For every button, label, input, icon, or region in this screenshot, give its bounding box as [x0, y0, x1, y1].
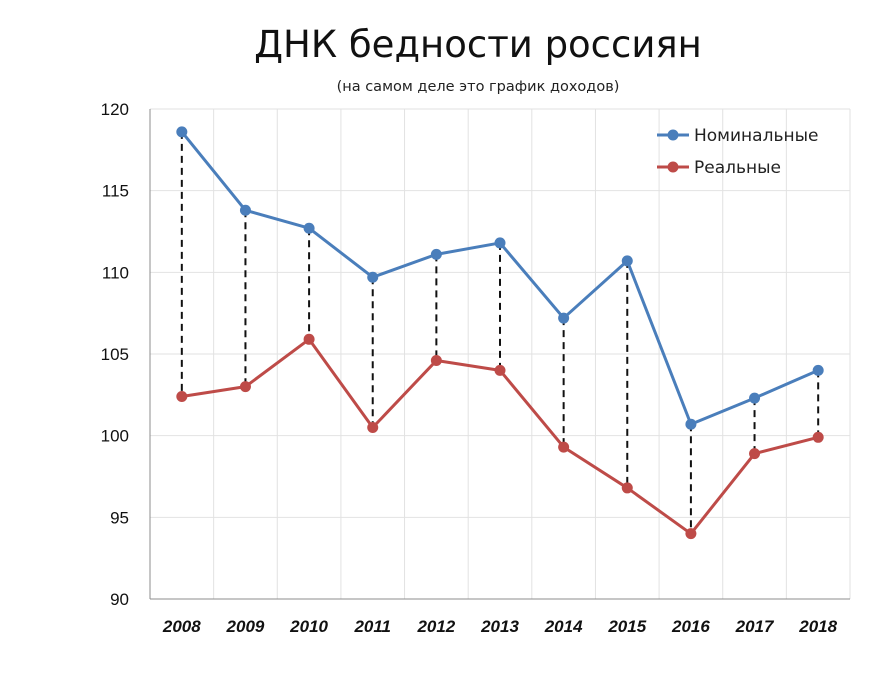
data-point-nominal — [430, 248, 442, 260]
x-tick-label: 2018 — [798, 617, 837, 636]
legend-label-real: Реальные — [694, 158, 781, 178]
data-point-real — [430, 355, 442, 367]
chart-subtitle: (на самом деле это график доходов) — [337, 79, 620, 95]
axes — [149, 109, 850, 600]
data-point-real — [621, 482, 633, 494]
data-point-real — [239, 381, 251, 393]
x-tick-label: 2013 — [480, 617, 519, 636]
data-point-real — [558, 441, 570, 453]
data-point-nominal — [239, 204, 251, 216]
legend-label-nominal: Номинальные — [694, 126, 818, 146]
data-point-nominal — [367, 271, 379, 283]
x-tick-label: 2012 — [416, 617, 455, 636]
y-tick-label: 115 — [102, 182, 129, 201]
data-point-nominal — [558, 312, 570, 324]
y-tick-label: 100 — [101, 427, 129, 446]
y-tick-label: 120 — [101, 100, 129, 119]
data-point-real — [176, 390, 188, 402]
data-point-nominal — [621, 255, 633, 267]
x-tick-label: 2010 — [289, 617, 328, 636]
data-point-real — [685, 528, 697, 540]
data-point-nominal — [749, 392, 761, 404]
legend-item-nominal: Номинальные — [657, 126, 818, 146]
y-tick-label: 110 — [102, 263, 129, 282]
x-tick-label: 2011 — [353, 617, 391, 636]
y-tick-label: 90 — [110, 590, 129, 609]
data-point-nominal — [303, 222, 315, 234]
x-tick-label: 2017 — [735, 617, 775, 636]
data-point-nominal — [176, 126, 188, 138]
x-tick-label: 2015 — [607, 617, 646, 636]
series-group — [176, 126, 824, 540]
x-tick-label: 2016 — [671, 617, 710, 636]
legend-item-real: Реальные — [657, 158, 781, 178]
dashed-connectors — [180, 131, 820, 534]
legend: Номинальные Реальные — [657, 126, 818, 178]
y-tick-label: 95 — [110, 508, 129, 527]
x-axis-ticks: 2008 2009 2010 2011 2012 2013 2014 2015 2016 2017… — [162, 617, 838, 636]
y-tick-label: 105 — [101, 345, 129, 364]
data-point-real — [367, 422, 379, 433]
data-point-nominal — [812, 364, 824, 376]
gridlines — [150, 108, 851, 599]
data-point-real — [303, 333, 315, 345]
data-point-nominal — [685, 418, 697, 430]
x-tick-label: 2008 — [162, 617, 201, 636]
legend-marker-real — [667, 161, 679, 173]
y-axis-ticks: 90 95 100 105 110 115 120 — [101, 100, 129, 609]
data-point-real — [812, 431, 824, 443]
data-point-real — [749, 448, 761, 460]
x-tick-label: 2014 — [544, 617, 583, 636]
legend-marker-nominal — [667, 129, 679, 141]
chart-title: ДНК бедности россиян — [254, 23, 702, 66]
x-tick-label: 2009 — [226, 617, 265, 636]
data-point-nominal — [494, 237, 506, 249]
data-point-real — [494, 364, 506, 376]
